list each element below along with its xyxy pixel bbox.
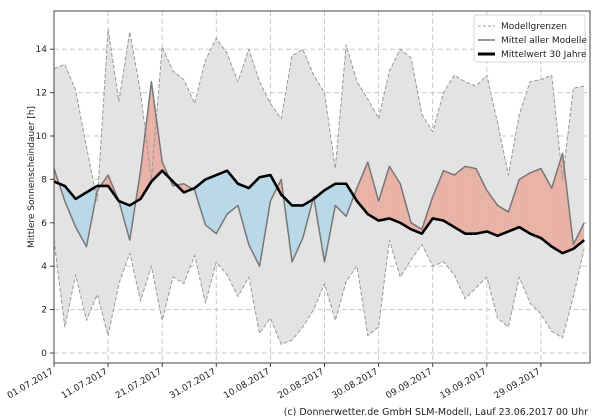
y-tick-label: 0 (41, 349, 47, 359)
legend-box (473, 14, 586, 63)
fill-above-climate (551, 153, 563, 254)
y-tick-label: 4 (41, 262, 47, 272)
x-tick-label: 19.09.2017 (439, 367, 489, 401)
fill-above-climate (140, 81, 152, 199)
fill-above-climate (432, 170, 444, 221)
legend-label-mittelwert-30-jahre: Mittelwert 30 Jahre (501, 50, 587, 60)
credit-text: (c) Donnerwetter.de GmbH SLM-Modell, Lau… (284, 407, 588, 418)
y-tick-label: 2 (41, 306, 47, 316)
y-axis-ticks: 0 2 4 6 8 10 12 14 (36, 45, 54, 359)
x-tick-label: 11.07.2017 (60, 367, 110, 401)
band-fill (54, 29, 585, 345)
y-tick-label: 10 (36, 132, 48, 142)
fill-below-climate (205, 175, 217, 234)
fill-below-climate (292, 205, 303, 262)
x-tick-label: 29.09.2017 (493, 367, 543, 401)
fill-above-climate (465, 166, 476, 234)
x-axis-ticks: 01.07.2017 11.07.2017 21.07.2017 31.07.2017… (6, 363, 543, 401)
fill-below-climate (237, 183, 249, 245)
fill-below-climate (75, 192, 87, 247)
fill-above-climate (443, 170, 455, 228)
fill-below-climate (346, 183, 354, 217)
axes-frame (53, 10, 591, 364)
fill-above-climate (378, 166, 390, 221)
fill-below-climate (248, 177, 260, 267)
fill-below-climate (194, 179, 206, 225)
x-tick-label: 10.08.2017 (222, 367, 272, 401)
lower-bound-line (53, 239, 585, 345)
x-tick-label: 21.07.2017 (114, 367, 164, 401)
model-mean-line (53, 81, 585, 267)
x-tick-label: 30.08.2017 (330, 367, 380, 401)
fill-above-climate (411, 222, 422, 234)
fill-above-climate (454, 166, 466, 234)
x-tick-label: 09.09.2017 (385, 367, 435, 401)
legend-label-modellgrenzen: Modellgrenzen (501, 22, 567, 32)
fill-above-climate (508, 179, 520, 232)
y-tick-label: 14 (36, 45, 48, 55)
model-bounds-band (54, 29, 585, 345)
x-tick-label: 01.07.2017 (6, 367, 56, 401)
y-tick-label: 12 (36, 89, 47, 99)
legend-label-mittel-aller-modelle: Mittel aller Modelle (501, 36, 587, 46)
fill-above-climate (356, 162, 368, 215)
y-axis-label: Mittlere Sonnenscheindauer [h] (27, 106, 37, 248)
y-tick-label: 6 (41, 219, 47, 229)
x-tick-label: 20.08.2017 (276, 367, 326, 401)
fill-above-climate (540, 168, 552, 247)
fill-above-climate (367, 162, 379, 221)
climate-mean-line (53, 169, 585, 255)
legend: Modellgrenzen Mittel aller Modelle Mitte… (473, 14, 587, 63)
fill-above-climate (497, 205, 509, 236)
fill-below-climate (270, 175, 278, 202)
upper-bound-line (53, 29, 585, 202)
x-tick-label: 31.07.2017 (168, 367, 218, 401)
fill-below-climate (324, 183, 336, 262)
y-tick-label: 8 (41, 175, 47, 185)
fill-above-climate (530, 168, 541, 238)
series-lines (53, 29, 585, 345)
fill-above-climate (519, 172, 531, 234)
fill-above-climate (475, 168, 487, 234)
fill-below-climate (259, 175, 271, 267)
